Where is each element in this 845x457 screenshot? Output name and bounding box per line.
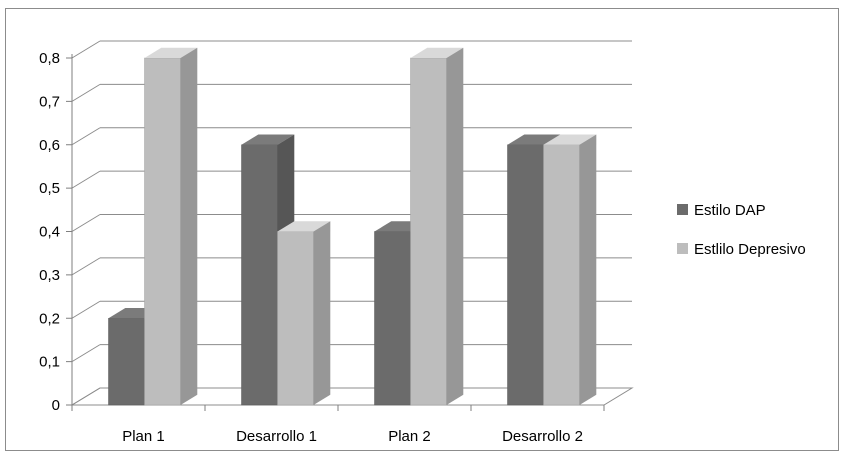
y-tick-label: 0,3	[39, 267, 60, 284]
bar-front	[410, 57, 447, 406]
bar-side	[180, 47, 198, 406]
y-tick-label: 0,2	[39, 310, 60, 327]
y-tick-label: 0	[52, 397, 60, 414]
x-tick-label: Desarrollo 2	[502, 428, 583, 445]
x-tick-label: Desarrollo 1	[236, 428, 317, 445]
bar	[543, 134, 597, 406]
bar-front	[374, 231, 411, 406]
legend-label: Estilo DAP	[694, 202, 766, 219]
gridline-depth	[71, 170, 101, 189]
gridline-depth	[71, 344, 101, 363]
gridline-depth	[71, 300, 101, 319]
bar-top	[277, 221, 331, 232]
gridline-depth	[71, 83, 101, 102]
legend: Estilo DAP Estlilo Depresivo	[677, 202, 806, 258]
bar-side	[313, 221, 331, 405]
legend-label: Estlilo Depresivo	[694, 241, 806, 258]
bars	[108, 47, 597, 406]
y-tick-label: 0,6	[39, 137, 60, 154]
bar-top	[543, 134, 597, 145]
gridline-depth	[71, 40, 101, 59]
gridline-depth	[71, 127, 101, 146]
bar-front	[277, 231, 314, 406]
y-tick-label: 0,4	[39, 224, 60, 241]
bar-front	[108, 318, 145, 406]
bar-top	[144, 47, 198, 58]
bar-front	[241, 144, 278, 406]
bar	[144, 47, 198, 406]
gridline-depth	[71, 257, 101, 276]
x-tick-label: Plan 1	[122, 428, 165, 445]
y-tick-label: 0,5	[39, 180, 60, 197]
bar-side	[446, 47, 464, 406]
x-tick-label: Plan 2	[388, 428, 431, 445]
bar-top	[507, 134, 561, 145]
y-tick-label: 0,8	[39, 50, 60, 67]
y-tick-label: 0,1	[39, 354, 60, 371]
gridline-depth	[71, 214, 101, 232]
bar-top	[241, 134, 295, 145]
axes	[66, 54, 605, 411]
gridline-depth	[71, 387, 101, 406]
bar-front	[507, 144, 544, 406]
y-axis-ticks: 0 0,1 0,2 0,3 0,4 0,5 0,6 0,7 0,8	[39, 50, 60, 414]
bar-top	[410, 47, 464, 58]
legend-swatch	[677, 243, 688, 254]
y-tick-label: 0,7	[39, 93, 60, 110]
bar	[277, 221, 331, 406]
bar-side	[579, 134, 597, 406]
x-axis-ticks: Plan 1 Desarrollo 1 Plan 2 Desarrollo 2	[122, 428, 583, 445]
bar	[410, 47, 464, 406]
bar-front	[144, 57, 181, 406]
legend-swatch	[677, 204, 688, 215]
bar-front	[543, 144, 580, 406]
